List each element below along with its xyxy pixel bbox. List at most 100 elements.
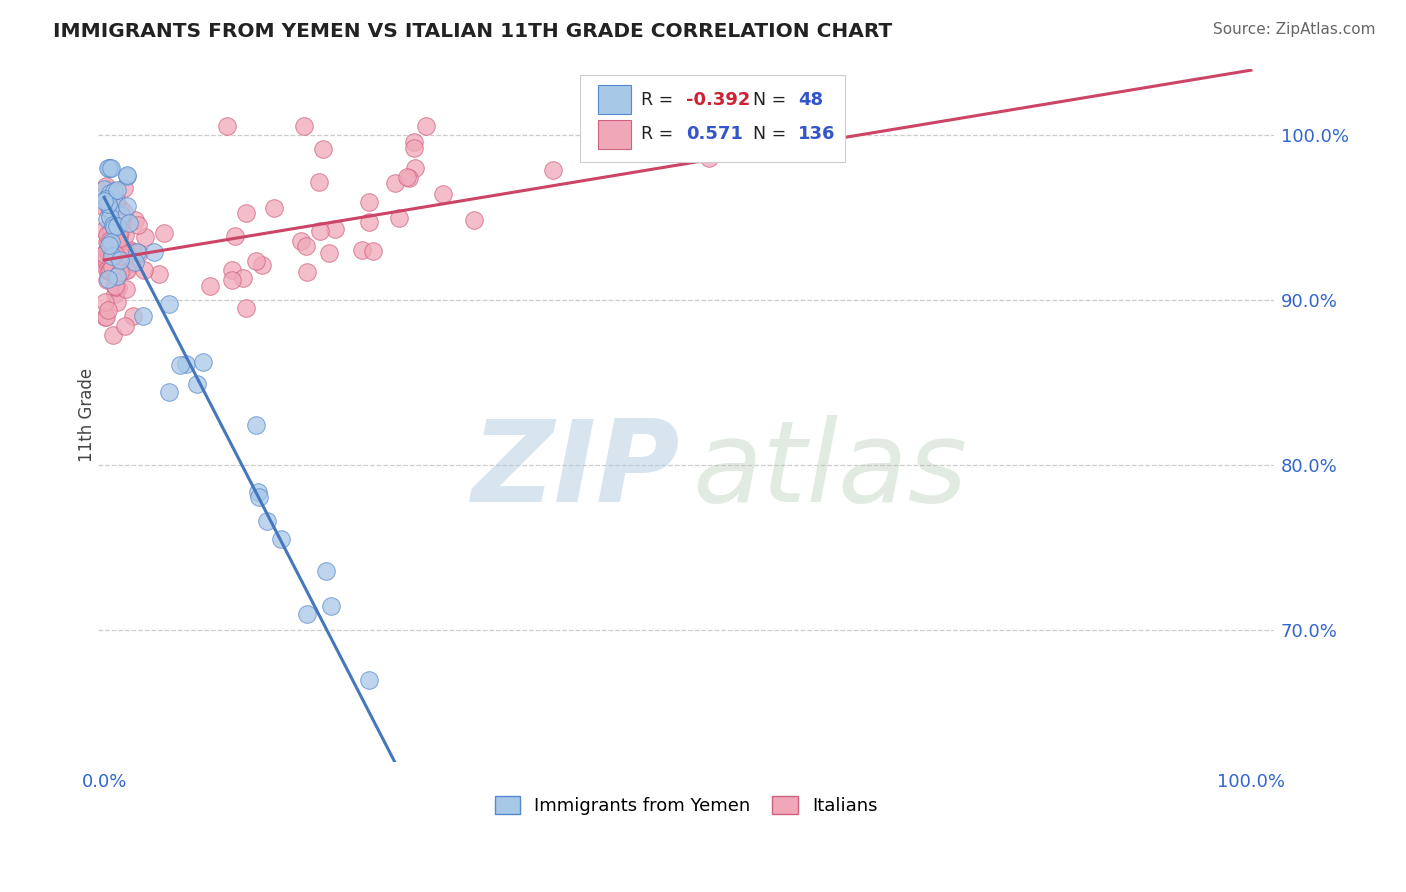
Point xyxy=(105,252,128,267)
Point xyxy=(97,244,120,258)
Point xyxy=(98,245,121,260)
Point xyxy=(97,161,120,175)
Point xyxy=(295,607,318,622)
Point xyxy=(107,234,129,248)
Point xyxy=(96,193,118,207)
Point xyxy=(103,245,125,260)
Point xyxy=(107,252,129,266)
Point xyxy=(142,245,165,260)
Point xyxy=(541,163,564,178)
Point xyxy=(98,229,121,244)
Point xyxy=(122,256,145,270)
Point xyxy=(98,264,121,278)
Point xyxy=(699,151,721,165)
Point xyxy=(98,210,121,224)
Point xyxy=(108,219,131,233)
Point xyxy=(108,211,131,225)
Point xyxy=(105,183,128,197)
Point xyxy=(97,238,120,252)
Point xyxy=(100,223,122,237)
Point xyxy=(115,168,138,182)
Point xyxy=(94,254,117,268)
Point xyxy=(107,227,129,241)
Point xyxy=(97,182,120,196)
Point xyxy=(98,161,121,175)
Text: 136: 136 xyxy=(797,126,835,144)
Point xyxy=(186,376,208,391)
Text: ZIP: ZIP xyxy=(472,415,681,526)
Point xyxy=(105,269,128,284)
Point xyxy=(94,179,117,194)
Point xyxy=(108,253,131,268)
Point xyxy=(315,564,337,578)
Point xyxy=(104,218,127,232)
Point xyxy=(110,208,132,222)
Point xyxy=(252,258,274,272)
Point xyxy=(101,192,124,206)
Point xyxy=(94,310,117,325)
Point xyxy=(402,135,425,149)
Point xyxy=(221,262,243,277)
Point xyxy=(96,227,118,242)
Point xyxy=(94,192,117,206)
Point xyxy=(104,209,127,223)
Point xyxy=(97,235,120,250)
Point xyxy=(122,245,145,260)
Point xyxy=(94,294,117,309)
Point xyxy=(105,194,128,208)
Point xyxy=(104,257,127,271)
Point xyxy=(323,222,346,236)
Point xyxy=(110,249,132,263)
Point xyxy=(93,200,115,214)
Point xyxy=(463,212,485,227)
Point xyxy=(105,219,128,233)
Point xyxy=(98,239,121,253)
Point xyxy=(103,219,125,233)
Point xyxy=(124,212,146,227)
Point xyxy=(100,244,122,258)
Point xyxy=(198,279,221,293)
Point xyxy=(148,267,170,281)
Text: IMMIGRANTS FROM YEMEN VS ITALIAN 11TH GRADE CORRELATION CHART: IMMIGRANTS FROM YEMEN VS ITALIAN 11TH GR… xyxy=(53,22,893,41)
Point xyxy=(97,264,120,278)
Point xyxy=(404,161,426,175)
Point xyxy=(98,233,121,247)
Text: Source: ZipAtlas.com: Source: ZipAtlas.com xyxy=(1212,22,1375,37)
FancyBboxPatch shape xyxy=(581,76,845,162)
Point xyxy=(308,224,330,238)
Point xyxy=(297,265,319,279)
Point xyxy=(101,198,124,212)
Point xyxy=(98,263,121,277)
Point xyxy=(132,310,155,324)
Point xyxy=(114,227,136,242)
Point xyxy=(101,244,124,259)
Point xyxy=(96,235,118,249)
Point xyxy=(94,310,117,325)
Point xyxy=(98,222,121,236)
Point xyxy=(321,599,343,613)
Point xyxy=(395,170,418,185)
Point xyxy=(104,247,127,261)
Point xyxy=(98,186,121,200)
Point xyxy=(247,485,270,500)
Point xyxy=(124,254,146,268)
Point xyxy=(96,273,118,287)
Point xyxy=(103,263,125,277)
Point xyxy=(94,251,117,265)
Point xyxy=(96,211,118,226)
Point xyxy=(127,245,149,260)
FancyBboxPatch shape xyxy=(598,85,631,114)
Text: R =: R = xyxy=(641,126,679,144)
Point xyxy=(245,254,267,268)
Point xyxy=(263,201,285,215)
Point xyxy=(191,354,214,368)
Point xyxy=(118,243,141,257)
Point xyxy=(247,490,270,504)
Point xyxy=(221,273,243,287)
Point xyxy=(112,181,135,195)
Point xyxy=(245,417,267,432)
Point xyxy=(112,221,135,235)
Y-axis label: 11th Grade: 11th Grade xyxy=(79,368,96,462)
Point xyxy=(363,244,385,258)
Point xyxy=(127,218,149,232)
